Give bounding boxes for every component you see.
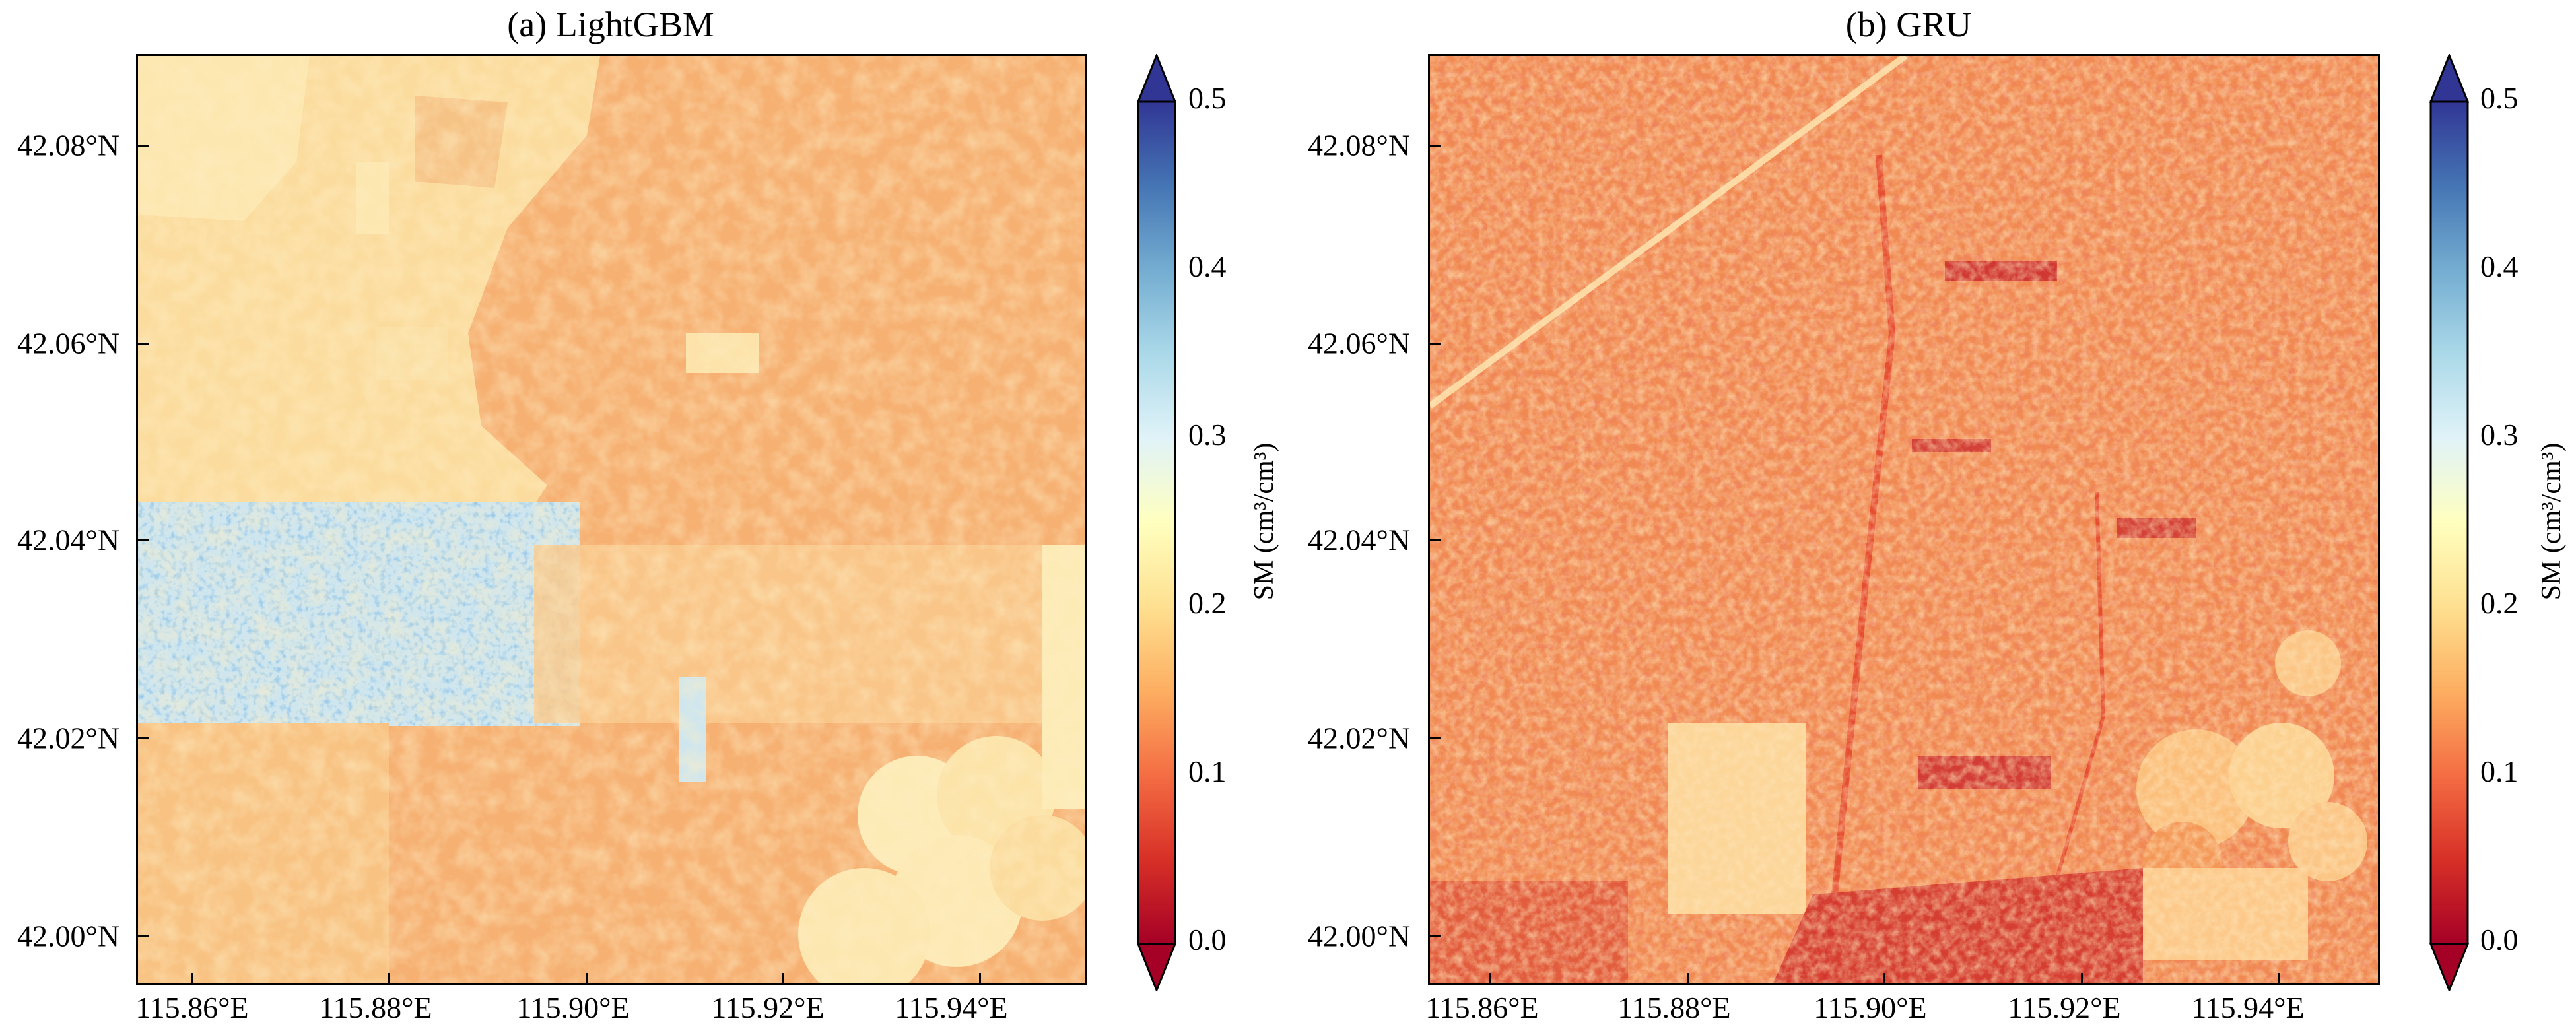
x-tick-label: 115.92°E bbox=[2008, 991, 2121, 1024]
x-tick bbox=[1687, 973, 1689, 983]
colorbar-tick-label: 0.1 bbox=[1188, 754, 1227, 788]
x-tick-label: 115.88°E bbox=[319, 991, 432, 1024]
y-tick bbox=[1430, 343, 1441, 345]
y-tick bbox=[1430, 539, 1441, 541]
x-tick bbox=[2081, 973, 2083, 983]
x-tick-label: 115.92°E bbox=[711, 991, 825, 1024]
y-tick-label: 42.06°N bbox=[1308, 326, 1411, 360]
y-tick bbox=[1430, 935, 1441, 937]
panel-lightgbm: (a) LightGBM bbox=[17, 5, 1279, 1024]
y-tick bbox=[138, 343, 149, 345]
colorbar-tick-label: 0.4 bbox=[1188, 250, 1227, 283]
colorbar-tick-label: 0.1 bbox=[2480, 754, 2519, 788]
colorbar-title: SM (cm³/cm³) bbox=[1249, 442, 1279, 601]
x-tick-label: 115.94°E bbox=[2191, 991, 2305, 1024]
x-tick-label: 115.88°E bbox=[1617, 991, 1731, 1024]
panel-title: (a) LightGBM bbox=[507, 5, 714, 44]
y-tick-label: 42.00°N bbox=[1308, 919, 1411, 953]
x-tick bbox=[1883, 973, 1885, 983]
x-tick bbox=[586, 973, 588, 983]
colorbar-tick-label: 0.5 bbox=[1188, 81, 1227, 115]
x-tick bbox=[2278, 973, 2280, 983]
y-tick bbox=[138, 145, 149, 147]
y-tick bbox=[138, 737, 149, 739]
y-tick bbox=[138, 539, 149, 541]
y-tick bbox=[1430, 145, 1441, 147]
colorbar-tick-label: 0.0 bbox=[1188, 923, 1227, 956]
y-tick-label: 42.02°N bbox=[17, 721, 120, 755]
colorbar bbox=[1137, 54, 1176, 991]
x-tick bbox=[979, 973, 981, 983]
panel-title: (b) GRU bbox=[1845, 5, 1972, 44]
colorbar-tick-label: 0.2 bbox=[2480, 586, 2519, 620]
x-tick bbox=[782, 973, 784, 983]
map-raster bbox=[1430, 56, 2378, 983]
y-tick bbox=[1430, 737, 1441, 739]
y-tick-label: 42.02°N bbox=[1308, 721, 1411, 755]
x-tick-label: 115.90°E bbox=[1813, 991, 1927, 1024]
x-tick-label: 115.86°E bbox=[135, 991, 249, 1024]
colorbar-tick-label: 0.3 bbox=[2480, 418, 2519, 451]
y-tick-label: 42.08°N bbox=[1308, 128, 1411, 162]
soil-moisture-map[interactable] bbox=[1428, 54, 2380, 985]
y-tick-label: 42.00°N bbox=[17, 919, 120, 953]
colorbar-tick-label: 0.2 bbox=[1188, 586, 1227, 620]
y-tick bbox=[138, 935, 149, 937]
x-tick-label: 115.94°E bbox=[895, 991, 1008, 1024]
x-tick bbox=[388, 973, 390, 983]
colorbar-title: SM (cm³/cm³) bbox=[2536, 442, 2567, 601]
y-tick-label: 42.08°N bbox=[17, 128, 120, 162]
y-tick-label: 42.04°N bbox=[1308, 523, 1411, 557]
y-tick-label: 42.06°N bbox=[17, 326, 120, 360]
x-tick-label: 115.86°E bbox=[1425, 991, 1539, 1024]
x-tick bbox=[191, 973, 193, 983]
colorbar-tick-label: 0.4 bbox=[2480, 250, 2519, 283]
colorbar-tick-label: 0.5 bbox=[2480, 81, 2519, 115]
panel-gru: (b) GRU bbox=[1288, 0, 2576, 1033]
y-tick-label: 42.04°N bbox=[17, 523, 120, 557]
colorbar bbox=[2429, 54, 2469, 991]
soil-moisture-map[interactable] bbox=[136, 54, 1087, 985]
x-tick bbox=[1489, 973, 1491, 983]
colorbar-tick-label: 0.3 bbox=[1188, 418, 1227, 451]
colorbar-tick-label: 0.0 bbox=[2480, 923, 2519, 956]
x-tick-label: 115.90°E bbox=[516, 991, 630, 1024]
map-raster bbox=[138, 56, 1085, 983]
